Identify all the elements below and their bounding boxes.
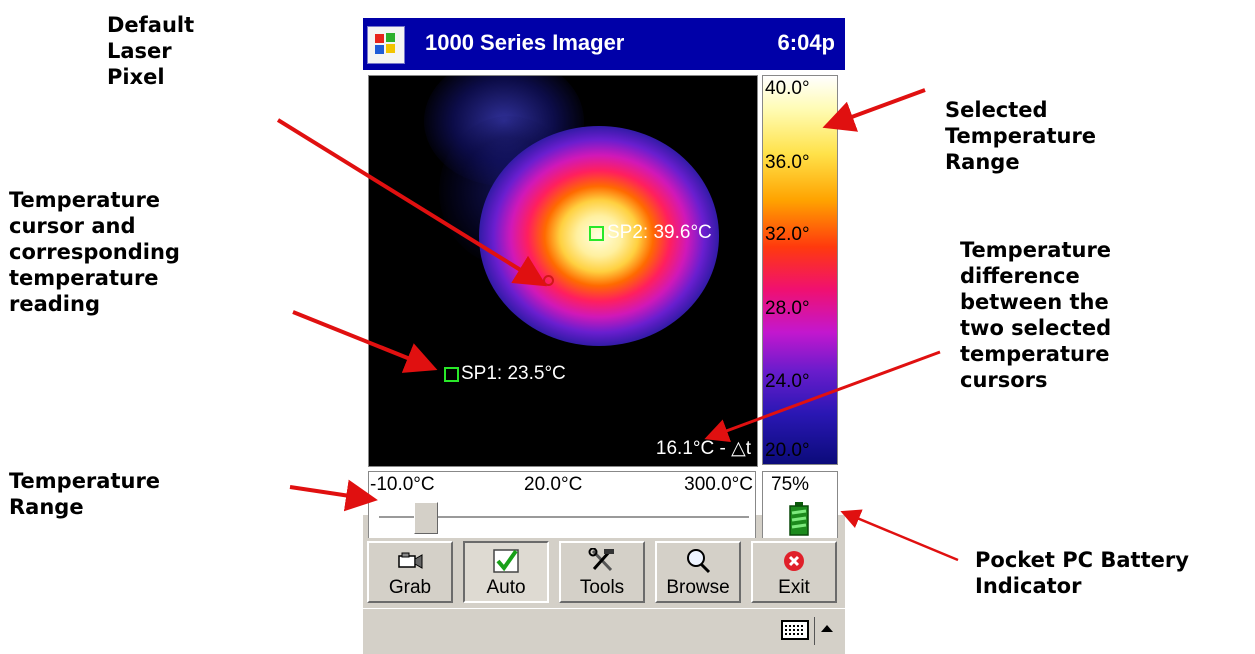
windows-flag-icon[interactable] (367, 26, 405, 64)
scale-label: 40.0° (765, 78, 810, 99)
callout-temperature-cursor: Temperature cursor and corresponding tem… (9, 188, 180, 316)
app-title: 1000 Series Imager (425, 30, 625, 55)
camera-icon (398, 552, 423, 569)
grab-button[interactable]: Grab (367, 541, 453, 603)
thermal-image[interactable]: SP2: 39.6°C SP1: 23.5°C 16.1°C - △t (368, 75, 758, 467)
sp1-reading: SP1: 23.5°C (461, 363, 566, 384)
title-bar: 1000 Series Imager 6:04p (363, 18, 845, 70)
arrow-temperature-range (289, 479, 378, 512)
pocket-pc-screen: 1000 Series Imager 6:04p SP2: 39.6°C SP1… (363, 18, 845, 654)
range-slider-thumb[interactable] (413, 502, 438, 534)
browse-button[interactable]: Browse (655, 541, 741, 603)
callout-selected-range: Selected Temperature Range (945, 98, 1097, 174)
magnifier-icon (687, 549, 711, 574)
browse-label: Browse (666, 577, 730, 598)
clock[interactable]: 6:04p (777, 30, 835, 55)
auto-label: Auto (486, 577, 526, 598)
sp2-reading: SP2: 39.6°C (607, 222, 712, 243)
close-icon (784, 551, 804, 571)
range-max-label: 300.0°C (684, 474, 753, 495)
exit-button[interactable]: Exit (751, 541, 837, 603)
sp1-cursor[interactable] (444, 367, 459, 382)
chevron-up-icon[interactable] (820, 623, 834, 633)
keyboard-icon[interactable] (781, 619, 809, 641)
delta-t-reading: 16.1°C - △t (655, 438, 751, 459)
exit-label: Exit (778, 577, 810, 598)
callout-temperature-range: Temperature Range (9, 469, 161, 519)
scale-label: 36.0° (765, 152, 810, 173)
range-mid-label: 20.0°C (524, 474, 583, 495)
callout-default-laser-pixel: Default Laser Pixel (107, 13, 195, 89)
battery-percent: 75% (771, 474, 810, 495)
callout-battery-indicator: Pocket PC Battery Indicator (975, 548, 1189, 598)
range-min-label: -10.0°C (370, 474, 435, 495)
tools-button[interactable]: Tools (559, 541, 645, 603)
arrow-battery-indicator (840, 509, 959, 562)
checkmark-icon (493, 549, 519, 573)
hammer-wrench-icon (588, 548, 614, 572)
temperature-range-control: -10.0°C 20.0°C 300.0°C (368, 471, 756, 541)
battery-indicator: 75% (762, 471, 838, 541)
main-content: SP2: 39.6°C SP1: 23.5°C 16.1°C - △t 40.0… (363, 70, 845, 541)
grab-label: Grab (388, 577, 432, 598)
menu-bar (363, 608, 845, 654)
scale-label: 28.0° (765, 298, 810, 319)
tools-label: Tools (579, 577, 625, 598)
sp2-cursor[interactable] (589, 226, 604, 241)
range-slider-track[interactable] (379, 516, 749, 519)
callout-temperature-difference: Temperature difference between the two s… (960, 238, 1112, 392)
scale-label: 20.0° (765, 440, 810, 461)
sip-separator (814, 617, 815, 645)
auto-button[interactable]: Auto (463, 541, 549, 603)
scale-label: 32.0° (765, 224, 810, 245)
color-scale: 40.0° 36.0° 32.0° 28.0° 24.0° 20.0° (762, 75, 838, 465)
scale-label: 24.0° (765, 371, 810, 392)
laser-pixel-marker (543, 275, 554, 286)
command-bar: Grab Auto Tools Browse (363, 538, 845, 606)
battery-icon (789, 502, 809, 536)
